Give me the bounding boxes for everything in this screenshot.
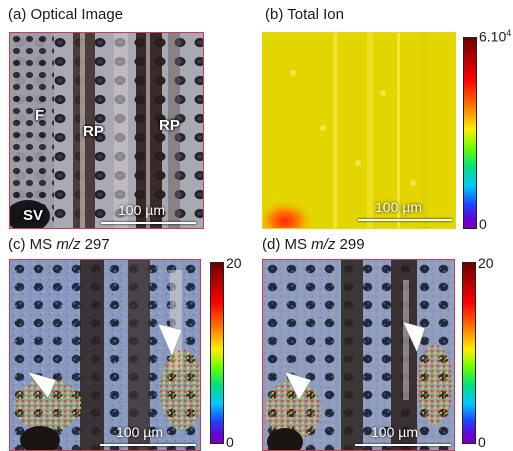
panel-c-scale-bar: [100, 444, 196, 446]
panel-d-title-prefix: (d) MS: [262, 236, 312, 253]
panel-d-scale-text: 100 µm: [371, 424, 418, 440]
panel-a-letter: (a): [8, 6, 31, 23]
ms-299-svg: [263, 260, 454, 450]
optical-image-panel: F RP RP SV 100 µm: [9, 32, 204, 229]
ms-299-panel: 100 µm: [262, 259, 455, 451]
optical-image-svg: [10, 33, 203, 228]
panel-c-title: (c) MS m/z 297: [8, 236, 110, 254]
panel-c-scale-text: 100 µm: [116, 424, 163, 440]
total-ion-cbar-min: 0: [479, 216, 487, 232]
ms-297-colorbar: [210, 262, 224, 444]
ms-299-cbar-max: 20: [478, 255, 494, 271]
label-rp-2: RP: [159, 117, 180, 134]
label-rp-1: RP: [83, 123, 104, 140]
panel-a-scale-bar: [101, 222, 196, 224]
label-sv: SV: [23, 207, 44, 224]
panel-b-scale-text: 100 µm: [375, 199, 422, 215]
panel-c-title-mz: m/z: [56, 236, 81, 253]
panel-a-title: (a) Optical Image: [8, 6, 123, 24]
arrow-left: [284, 371, 312, 401]
ms-297-cbar-max: 20: [226, 255, 242, 271]
panel-d-title: (d) MS m/z 299: [262, 236, 365, 254]
arrow-left: [27, 371, 57, 399]
panel-c-title-value: 297: [80, 236, 110, 253]
panel-d-scale-bar: [355, 444, 451, 446]
panel-d-title-mz: m/z: [311, 236, 336, 253]
total-ion-cbar-max-base: 6.10: [479, 28, 507, 45]
ms-297-cbar-min: 0: [226, 434, 234, 450]
panel-d-title-value: 299: [335, 236, 365, 253]
total-ion-panel: 100 µm: [262, 32, 456, 229]
label-f: F: [35, 107, 45, 124]
panel-a-title-text: Optical Image: [30, 6, 124, 23]
panel-a-scale-text: 100 µm: [118, 202, 165, 218]
ms-297-svg: [10, 260, 200, 450]
ms-299-colorbar: [462, 262, 476, 444]
panel-c-title-prefix: (c) MS: [8, 236, 57, 253]
panel-b-scale-bar: [358, 219, 452, 221]
ms-297-panel: 100 µm: [9, 259, 201, 451]
total-ion-svg: [263, 33, 455, 228]
arrow-right: [157, 323, 183, 357]
total-ion-colorbar: [463, 37, 477, 229]
total-ion-cbar-max: 6.104: [479, 28, 511, 45]
total-ion-cbar-max-exp: 4: [506, 28, 512, 38]
ms-299-cbar-min: 0: [478, 434, 486, 450]
arrow-right: [402, 321, 426, 353]
panel-b-title: (b) Total Ion: [265, 6, 344, 23]
